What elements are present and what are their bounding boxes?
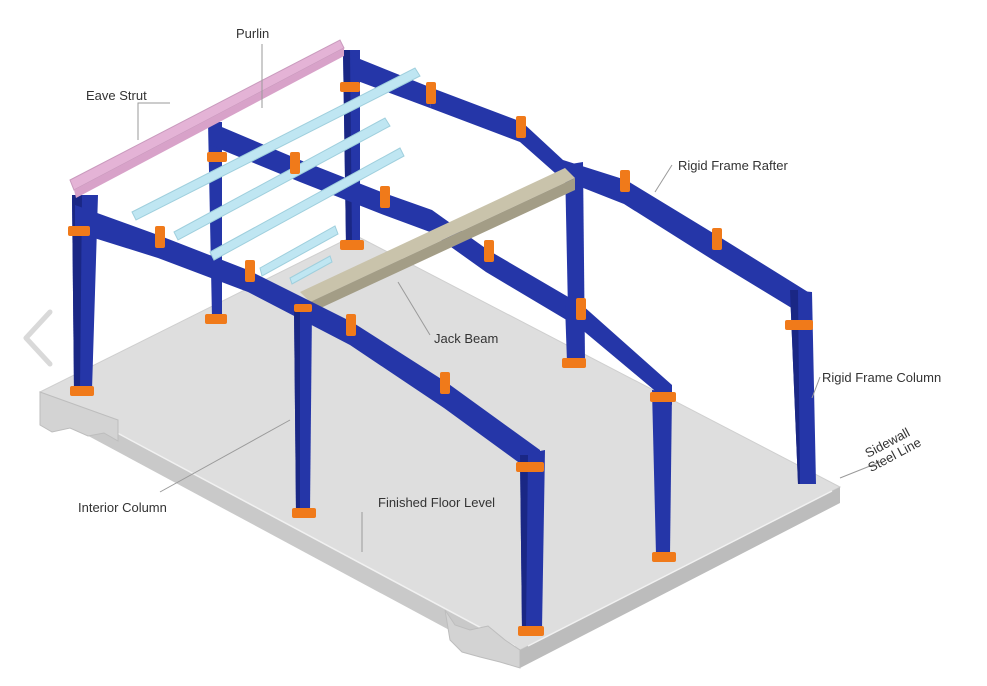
- chevron-left-icon: [23, 309, 53, 367]
- slab-broken-edge-front: [444, 609, 521, 669]
- front-rigid-frame: [72, 195, 545, 630]
- connection-plates: [68, 82, 813, 636]
- jack-beam: [300, 168, 575, 312]
- rigid-frame-column-label: Rigid Frame Column: [822, 370, 941, 385]
- leader-lines: [137, 44, 881, 552]
- rigid-frame-rafter-label: Rigid Frame Rafter: [678, 158, 788, 173]
- roof-purlins: [69, 39, 421, 285]
- concrete-slab: [38, 234, 842, 669]
- interior-column-label: Interior Column: [78, 500, 167, 515]
- eave-strut-label: Eave Strut: [86, 88, 147, 103]
- sidewall-steel-line-label: Sidewall Steel Line: [862, 425, 923, 475]
- jack-beam-label: Jack Beam: [434, 331, 498, 346]
- slab-broken-edge-left: [39, 391, 119, 442]
- finished-floor-level-label: Finished Floor Level: [378, 495, 495, 510]
- previous-slide-button[interactable]: [10, 300, 54, 370]
- purlin-label: Purlin: [236, 26, 269, 41]
